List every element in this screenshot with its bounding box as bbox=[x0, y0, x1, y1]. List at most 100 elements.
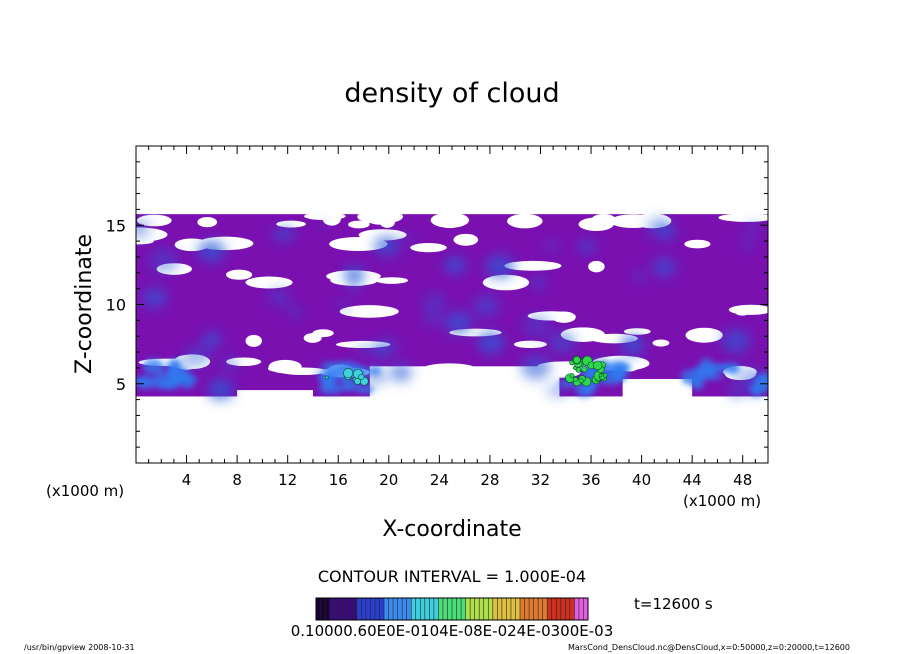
colorbar-cell bbox=[406, 598, 412, 620]
dense-core bbox=[578, 378, 584, 384]
clear-band bbox=[622, 378, 693, 402]
cloud-gaps bbox=[136, 209, 768, 402]
dense-blob bbox=[477, 331, 505, 354]
dense-blob bbox=[633, 272, 645, 281]
colorbar-cell bbox=[329, 598, 335, 620]
dense-core bbox=[603, 373, 608, 378]
y-tick-label: 10 bbox=[106, 296, 126, 315]
cloud-gap bbox=[482, 274, 530, 291]
dense-blob bbox=[147, 247, 180, 274]
colorbar-cell bbox=[379, 598, 384, 620]
colorbar-cell bbox=[397, 598, 403, 620]
colorbar-cell bbox=[520, 598, 525, 620]
dense-blob bbox=[484, 254, 515, 279]
dense-blob bbox=[287, 307, 298, 316]
cloud-gap bbox=[339, 305, 399, 318]
y-tick-label: 5 bbox=[116, 375, 126, 394]
dense-blob bbox=[355, 385, 375, 394]
dense-blob bbox=[548, 331, 576, 354]
dense-blob bbox=[170, 359, 182, 374]
colorbar-cell bbox=[497, 598, 502, 620]
colorbar-cell bbox=[574, 598, 579, 620]
dense-blob bbox=[721, 329, 751, 353]
x-tick-label: 16 bbox=[329, 471, 348, 489]
time-label: t=12600 s bbox=[634, 595, 713, 613]
colorbar-cell bbox=[442, 598, 448, 620]
dense-core bbox=[343, 368, 354, 379]
colorbar-cell bbox=[343, 598, 348, 620]
x-tick-label: 36 bbox=[581, 471, 600, 489]
cloud-gap bbox=[312, 329, 334, 338]
dense-core bbox=[569, 373, 575, 379]
cloud-gap bbox=[225, 269, 253, 280]
colorbar-cell bbox=[393, 598, 398, 620]
dense-blob bbox=[746, 222, 761, 234]
colorbar-cell bbox=[433, 598, 439, 620]
dense-blob bbox=[343, 265, 365, 284]
colorbar-cell bbox=[538, 598, 543, 620]
dense-core bbox=[592, 360, 603, 371]
dense-blob bbox=[658, 225, 676, 240]
colorbar-cell bbox=[583, 598, 588, 620]
cloud-density-field bbox=[136, 209, 768, 402]
dense-blob bbox=[725, 362, 741, 375]
footer-left: /usr/bin/gpview 2008-10-31 bbox=[24, 643, 135, 652]
dense-blob bbox=[620, 335, 645, 355]
x-tick-label: 32 bbox=[531, 471, 550, 489]
cloud-gap bbox=[513, 340, 547, 349]
colorbar-cell bbox=[370, 598, 375, 620]
colorbar-cell bbox=[320, 598, 326, 620]
dense-blob bbox=[424, 311, 442, 326]
x-tick-label: 24 bbox=[430, 471, 449, 489]
cloud-gap bbox=[734, 305, 751, 316]
colorbar-frame bbox=[315, 597, 589, 621]
cloud-gap bbox=[367, 210, 390, 225]
dense-blob bbox=[532, 277, 545, 288]
dense-blob bbox=[389, 363, 412, 382]
colorbar-cell bbox=[547, 598, 552, 620]
colorbar-cell bbox=[461, 598, 466, 620]
cloud-gap bbox=[718, 213, 768, 222]
colorbar-cell bbox=[470, 598, 475, 620]
dense-blob bbox=[202, 332, 221, 348]
colorbar-cell bbox=[347, 598, 353, 620]
colorbar bbox=[315, 598, 588, 620]
colorbar-cell bbox=[474, 598, 480, 620]
colorbar-cell bbox=[560, 598, 566, 620]
colorbar-cell bbox=[316, 598, 321, 620]
dense-blob bbox=[136, 376, 158, 390]
colorbar-cell bbox=[501, 598, 507, 620]
x-tick-label: 40 bbox=[632, 471, 651, 489]
y-axis: 5 10 15 bbox=[106, 161, 768, 448]
dense-core bbox=[573, 356, 581, 364]
cloud-gap bbox=[245, 334, 262, 347]
cloud-gap bbox=[609, 214, 656, 228]
dense-blob bbox=[356, 344, 371, 356]
footer-right: MarsCond_DensCloud.nc@DensCloud,x=0:5000… bbox=[568, 643, 850, 652]
colorbar-cell bbox=[402, 598, 407, 620]
x-tick-label: 8 bbox=[232, 471, 242, 489]
dense-blob bbox=[444, 311, 472, 334]
colorbar-cell bbox=[483, 598, 489, 620]
dense-blob bbox=[181, 382, 194, 389]
dense-blob bbox=[706, 363, 731, 373]
colorbar-cell bbox=[361, 598, 366, 620]
colorbar-cell bbox=[556, 598, 561, 620]
colorbar-cell bbox=[542, 598, 548, 620]
dense-blob bbox=[421, 292, 447, 313]
dense-blob bbox=[142, 287, 168, 308]
x-axis: 4 8 12 16 20 24 28 32 36 40 44 48 bbox=[148, 146, 756, 489]
colorbar-cell bbox=[506, 598, 511, 620]
dense-blob bbox=[317, 222, 327, 229]
dense-core bbox=[575, 367, 582, 373]
dense-core bbox=[581, 366, 588, 373]
cloud-gap bbox=[329, 236, 388, 252]
cloud-gap bbox=[588, 260, 605, 273]
cloud-gap bbox=[504, 260, 562, 271]
dense-blob bbox=[545, 387, 554, 394]
dense-blob bbox=[320, 376, 335, 386]
colorbar-cell bbox=[510, 598, 516, 620]
dense-blob bbox=[142, 358, 165, 375]
x-tick-label: 48 bbox=[733, 471, 752, 489]
